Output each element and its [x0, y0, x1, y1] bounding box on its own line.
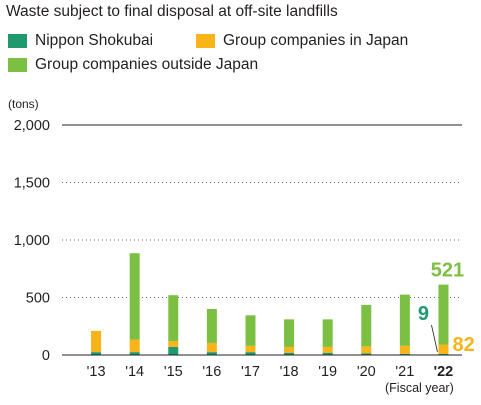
legend-swatch-group-japan	[196, 34, 215, 48]
bar-segment-nippon-shokubai	[399, 353, 410, 355]
x-axis-label: (Fiscal year)	[385, 381, 454, 395]
x-tick-label: '13	[87, 364, 106, 380]
legend-swatch-group-outside	[8, 58, 27, 72]
bar-segment-group-japan	[245, 345, 256, 353]
bar-segment-group-japan	[284, 346, 295, 353]
x-tick-label: '19	[318, 364, 337, 380]
bar-segment-group-outside	[129, 253, 140, 340]
bar-segment-group-outside	[322, 319, 333, 347]
y-axis-unit: (tons)	[8, 97, 39, 111]
bar-segment-nippon-shokubai	[206, 352, 217, 355]
bar-segment-group-japan	[168, 341, 179, 347]
bar-segment-group-japan	[399, 345, 410, 354]
bar-segment-group-japan	[361, 346, 372, 354]
bar-segment-group-outside	[206, 309, 217, 343]
x-tick-label: '22	[434, 364, 454, 380]
legend-item-group-outside: Group companies outside Japan	[8, 56, 258, 74]
x-tick-label: '21	[395, 364, 414, 380]
chart-title: Waste subject to final disposal at off-s…	[6, 3, 338, 20]
bar-segment-nippon-shokubai	[245, 352, 256, 355]
bar-segment-nippon-shokubai	[91, 352, 102, 355]
bar-segment-group-japan	[129, 339, 140, 353]
legend-item-nippon-shokubai: Nippon Shokubai	[8, 32, 153, 50]
bar-segment-nippon-shokubai	[129, 352, 140, 355]
x-tick-label: '16	[202, 364, 221, 380]
bar-segment-group-japan	[322, 346, 333, 353]
data-label-japan: 82	[452, 334, 474, 356]
legend-item-group-japan: Group companies in Japan	[196, 32, 408, 50]
leader-line	[431, 324, 438, 353]
bar-segment-group-outside	[284, 319, 295, 347]
bar-segment-group-japan	[206, 342, 217, 353]
bar-segment-nippon-shokubai	[168, 346, 179, 355]
y-tick-label: 500	[26, 291, 50, 307]
legend-swatch-nippon-shokubai	[8, 34, 27, 48]
x-tick-label: '18	[280, 364, 299, 380]
data-label-outside: 521	[431, 260, 464, 282]
x-tick-label: '17	[241, 364, 260, 380]
x-tick-label: '14	[125, 364, 144, 380]
x-tick-label: '15	[164, 364, 183, 380]
legend-label-group-outside: Group companies outside Japan	[35, 56, 259, 73]
y-tick-label: 1,000	[14, 233, 50, 249]
bar-segment-group-outside	[361, 304, 372, 347]
bar-segment-group-japan	[91, 330, 102, 353]
bar-segment-group-outside	[438, 284, 449, 345]
bar-segment-nippon-shokubai	[361, 353, 372, 355]
x-tick-label: '20	[357, 364, 376, 380]
y-tick-label: 0	[42, 348, 50, 364]
y-tick-label: 1,500	[14, 176, 50, 192]
bar-segment-group-outside	[399, 294, 410, 346]
data-label-nippon: 9	[418, 303, 429, 325]
bar-segment-nippon-shokubai	[284, 352, 295, 355]
bar-segment-nippon-shokubai	[322, 352, 333, 355]
legend-label-nippon-shokubai: Nippon Shokubai	[35, 32, 154, 49]
bar-segment-nippon-shokubai	[438, 353, 449, 355]
y-tick-label: 2,000	[14, 118, 50, 134]
legend-label-group-japan: Group companies in Japan	[223, 32, 409, 49]
bar-segment-group-outside	[245, 315, 256, 346]
bar-segment-group-outside	[168, 295, 179, 342]
bar-segment-group-japan	[438, 344, 449, 354]
